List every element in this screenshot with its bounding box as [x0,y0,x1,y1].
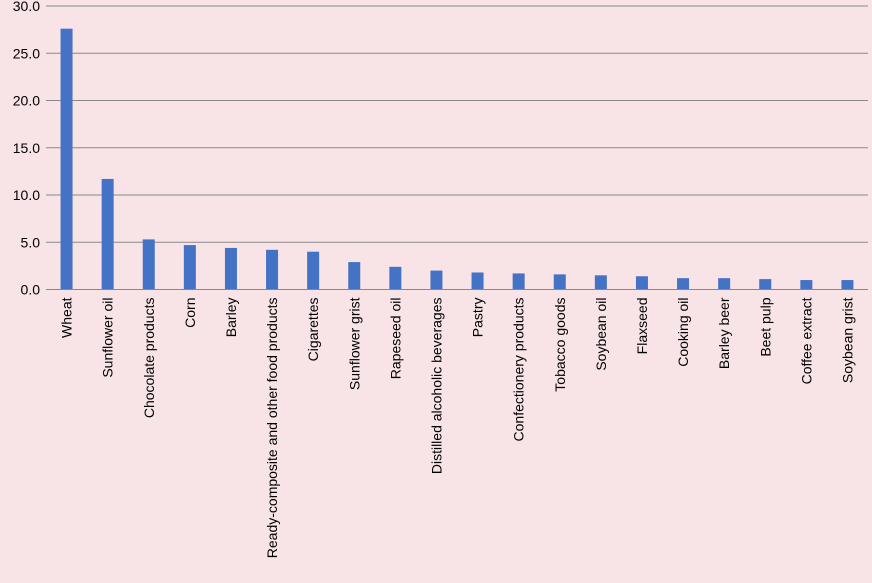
x-tick-label: Coffee extract [798,297,814,384]
x-axis-tick-labels: Wheat Sunflower oil Chocolate products Corn… [59,297,856,558]
y-tick-label: 30.0 [13,0,40,14]
x-tick-label: Barley [223,298,239,338]
x-tick-label: Sunflower oil [100,298,116,378]
bar [183,245,196,290]
bar [635,276,648,290]
x-tick-label: Tobacco goods [552,298,568,392]
bar [430,270,443,290]
bar [677,278,690,290]
bar [800,280,813,290]
bar [553,274,566,290]
bar [594,275,607,290]
x-tick-label: Chocolate products [141,298,157,419]
bar-series [60,28,854,290]
bar [348,262,361,290]
bar [718,278,731,290]
y-tick-label: 5.0 [21,234,41,250]
bar [101,178,114,290]
y-tick-label: 20.0 [13,93,40,109]
bar [60,28,73,290]
x-tick-label: Pastry [470,298,486,338]
x-tick-label: Distilled alcoholic beverages [428,298,444,475]
bar [389,266,402,290]
bar [266,249,279,290]
bar [224,247,237,290]
y-tick-label: 25.0 [13,45,40,61]
gridlines [46,5,868,243]
x-tick-label: Sunflower grist [346,297,362,390]
x-tick-label: Confectionery products [511,298,527,442]
x-tick-label: Soybean oil [593,298,609,371]
x-tick-label: Rapeseed oil [387,298,403,380]
bar [142,239,155,290]
bar [841,280,854,290]
y-tick-label: 15.0 [13,140,40,156]
x-tick-label: Ready-composite and other food products [264,298,280,559]
x-tick-label: Cigarettes [305,298,321,362]
y-tick-label: 10.0 [13,187,40,203]
x-tick-label: Corn [182,298,198,328]
y-tick-label: 0.0 [21,282,41,298]
bar [512,273,525,290]
x-tick-label: Beet pulp [757,297,773,356]
bar [759,279,772,290]
x-tick-label: Flaxseed [634,298,650,355]
y-axis-tick-labels: 0.0 5.0 10.0 15.0 20.0 25.0 30.0 [13,0,40,298]
x-tick-label: Barley beer [716,297,732,369]
bar [471,272,484,290]
x-tick-label: Wheat [59,297,75,338]
x-tick-label: Soybean grist [839,297,855,383]
bar [307,251,320,290]
x-tick-label: Cooking oil [675,298,691,367]
